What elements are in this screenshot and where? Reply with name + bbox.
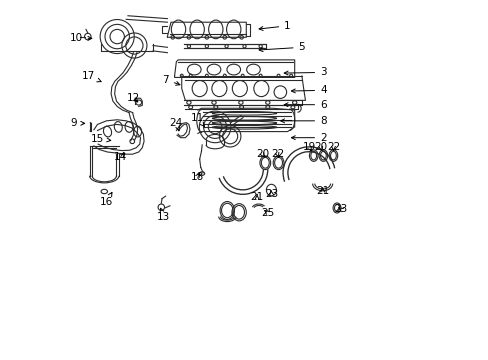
Text: 18: 18 bbox=[190, 172, 203, 182]
Text: 1: 1 bbox=[259, 21, 290, 31]
Text: 14: 14 bbox=[114, 152, 127, 162]
Text: 6: 6 bbox=[284, 100, 326, 110]
Text: 12: 12 bbox=[126, 93, 140, 103]
Text: 24: 24 bbox=[169, 118, 183, 131]
Text: 3: 3 bbox=[284, 67, 326, 77]
Text: 5: 5 bbox=[259, 42, 305, 52]
Text: 22: 22 bbox=[326, 142, 339, 152]
Text: 25: 25 bbox=[261, 208, 274, 218]
Text: 17: 17 bbox=[81, 71, 101, 82]
Text: 19: 19 bbox=[302, 142, 315, 152]
Text: 11: 11 bbox=[190, 113, 204, 126]
Text: 13: 13 bbox=[157, 208, 170, 221]
Text: 2: 2 bbox=[291, 133, 326, 143]
Text: 21: 21 bbox=[315, 186, 328, 197]
Text: 20: 20 bbox=[255, 149, 268, 159]
Text: 9: 9 bbox=[71, 118, 84, 128]
Text: 10: 10 bbox=[69, 33, 92, 43]
Text: 16: 16 bbox=[100, 192, 113, 207]
Text: 4: 4 bbox=[291, 85, 326, 95]
Text: 21: 21 bbox=[250, 192, 263, 202]
Text: 22: 22 bbox=[270, 149, 284, 159]
Text: 23: 23 bbox=[264, 189, 278, 199]
Text: 15: 15 bbox=[91, 134, 110, 144]
Text: 20: 20 bbox=[314, 142, 327, 152]
Text: 7: 7 bbox=[162, 75, 180, 85]
Text: 23: 23 bbox=[334, 204, 347, 215]
Text: 8: 8 bbox=[280, 116, 326, 126]
